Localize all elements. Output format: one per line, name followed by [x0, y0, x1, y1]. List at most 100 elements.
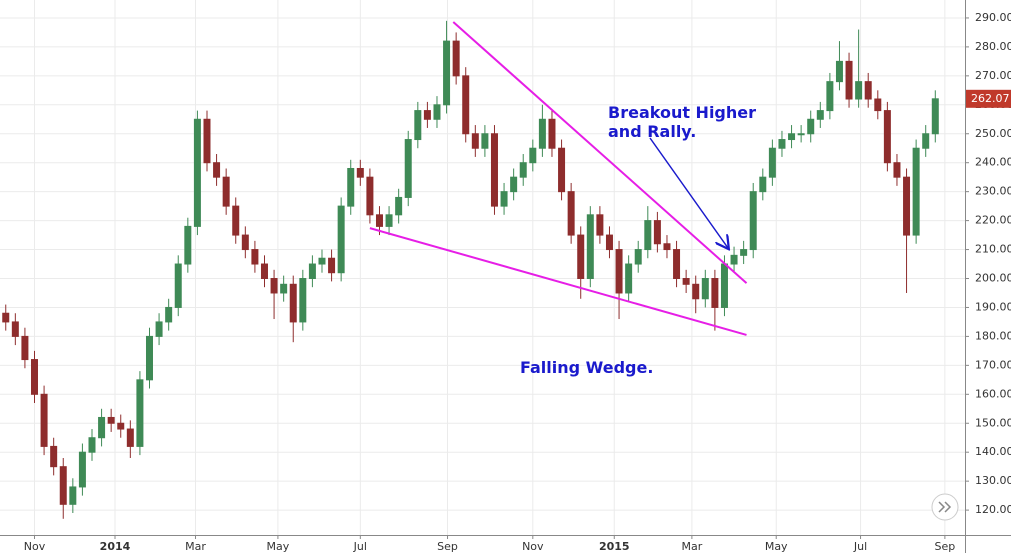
- y-tick-label: 190.00: [975, 300, 1011, 313]
- candle-body: [816, 110, 824, 120]
- candle-body: [193, 118, 201, 227]
- candle-body: [615, 249, 623, 294]
- candle-body: [490, 133, 498, 207]
- y-tick-label: 270.00: [975, 69, 1011, 82]
- y-tick-label: 130.00: [975, 474, 1011, 487]
- candle-body: [98, 416, 106, 439]
- scroll-button[interactable]: [931, 493, 959, 521]
- candle-body: [443, 40, 451, 106]
- candle-body: [59, 466, 67, 505]
- y-tick-label: 140.00: [975, 445, 1011, 458]
- last-price-label: 262.07: [971, 92, 1010, 105]
- candle-body: [40, 393, 48, 447]
- annotation: Breakout Higher: [608, 103, 756, 122]
- candle-body: [145, 335, 153, 381]
- candle-body: [155, 321, 163, 337]
- candle-body: [788, 133, 796, 141]
- y-tick-label: 160.00: [975, 387, 1011, 400]
- y-tick-label: 170.00: [975, 358, 1011, 371]
- candle-body: [69, 486, 77, 505]
- candle-body: [730, 254, 738, 265]
- candle-body: [260, 263, 268, 280]
- candle-body: [903, 176, 911, 236]
- candle-body: [874, 98, 882, 112]
- x-tick-label: Jul: [353, 540, 367, 553]
- candle-body: [308, 263, 316, 280]
- y-tick-label: 250.00: [975, 127, 1011, 140]
- candle-body: [50, 445, 58, 468]
- grid: [0, 0, 965, 535]
- x-tick-label: Nov: [522, 540, 544, 553]
- candle-body: [385, 214, 393, 227]
- candle-body: [855, 81, 863, 100]
- candle-body: [88, 437, 96, 453]
- candle-body: [500, 191, 508, 207]
- x-tick-label: Nov: [24, 540, 46, 553]
- x-tick-label: Sep: [935, 540, 956, 553]
- candle-body: [213, 162, 221, 178]
- candle-body: [558, 147, 566, 193]
- y-tick-label: 220.00: [975, 214, 1011, 227]
- y-tick-label: 290.00: [975, 11, 1011, 24]
- candle-body: [203, 118, 211, 164]
- candle-body: [328, 257, 336, 274]
- candle-body: [356, 167, 364, 178]
- candle-body: [107, 416, 115, 424]
- candle-body: [289, 283, 297, 323]
- annotation: and Rally.: [608, 122, 696, 141]
- trendline: [452, 21, 748, 284]
- candle-body: [807, 118, 815, 135]
- candle-body: [136, 379, 144, 447]
- candle-body: [519, 162, 527, 178]
- candle-body: [117, 422, 125, 430]
- x-tick-label: Mar: [682, 540, 703, 553]
- candle-body: [462, 75, 470, 135]
- candle-body: [222, 176, 230, 207]
- candle-body: [251, 249, 259, 265]
- candle-body: [375, 214, 383, 227]
- candle-body: [481, 133, 489, 149]
- y-tick-label: 280.00: [975, 40, 1011, 53]
- candle-body: [395, 196, 403, 216]
- candle-body: [126, 428, 134, 447]
- candle-body: [433, 104, 441, 120]
- candle-body: [931, 98, 939, 135]
- y-tick-label: 240.00: [975, 156, 1011, 169]
- candle-body: [673, 249, 681, 280]
- candle-body: [11, 321, 19, 337]
- candle-body: [366, 176, 374, 216]
- candle-body: [404, 139, 412, 198]
- candle-body: [30, 359, 38, 395]
- y-tick-label: 210.00: [975, 243, 1011, 256]
- candle-body: [184, 225, 192, 265]
- last-price-box: [966, 89, 1011, 108]
- candle-body: [826, 81, 834, 112]
- candle-body: [577, 234, 585, 280]
- y-tick-label: 120.00: [975, 503, 1011, 516]
- x-tick-label: Sep: [437, 540, 458, 553]
- y-tick-label: 150.00: [975, 416, 1011, 429]
- candle-body: [740, 249, 748, 256]
- candle-body: [749, 191, 757, 251]
- candle-body: [174, 263, 182, 308]
- candle-body: [835, 60, 843, 83]
- candle-body: [567, 191, 575, 236]
- candle-body: [280, 283, 288, 294]
- candle-body: [797, 133, 805, 136]
- x-tick-label: May: [267, 540, 290, 553]
- candle-body: [634, 249, 642, 265]
- y-tick-label: 230.00: [975, 185, 1011, 198]
- candle-body: [625, 263, 633, 294]
- candle-body: [596, 214, 604, 236]
- candle-body: [529, 147, 537, 164]
- candle-body: [720, 263, 728, 308]
- candle-body: [471, 133, 479, 149]
- candle-body: [318, 257, 326, 265]
- candle-body: [644, 220, 652, 251]
- candle-body: [922, 133, 930, 149]
- candle-body: [682, 278, 690, 285]
- candle-body: [845, 60, 853, 100]
- x-tick-label: 2015: [599, 540, 630, 553]
- candle-body: [347, 167, 355, 207]
